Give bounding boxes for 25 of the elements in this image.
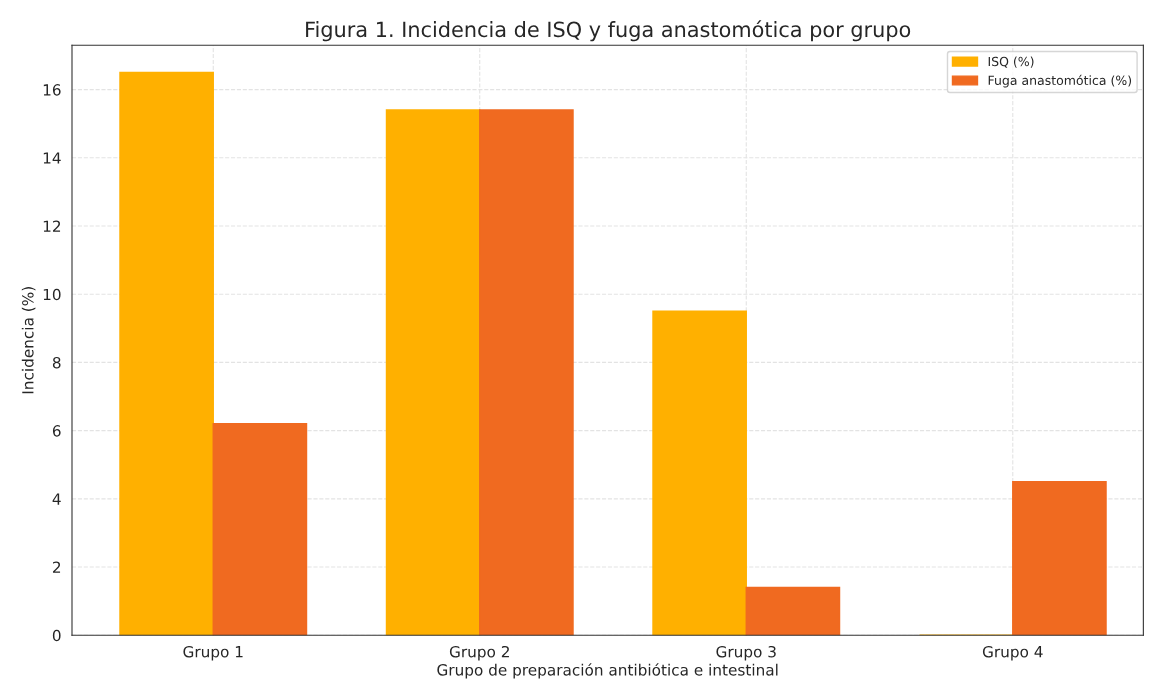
legend-label: ISQ (%) xyxy=(988,56,1034,68)
bar xyxy=(1012,481,1107,636)
y-tick-label: 8 xyxy=(52,356,61,369)
x-tick-label: Grupo 1 xyxy=(183,645,243,661)
y-tick-label: 16 xyxy=(43,84,61,96)
y-tick-label: 4 xyxy=(52,493,61,505)
legend-label: Fuga anastomótica (%) xyxy=(988,74,1132,88)
bar xyxy=(119,71,214,636)
chart-title: Figura 1. Incidencia de ISQ y fuga anastomótica por grupo xyxy=(306,20,911,42)
y-tick-label: 6 xyxy=(52,425,61,437)
y-tick-label: 10 xyxy=(43,288,61,301)
y-axis-title: Incidencia (%) xyxy=(21,287,36,394)
y-tick-label: 2 xyxy=(52,561,61,573)
bar xyxy=(212,423,308,636)
x-axis-title: Grupo de preparación antibiótica e intestinal xyxy=(437,663,778,679)
x-tick-label: Grupo 4 xyxy=(982,645,1043,661)
y-tick-label: 0 xyxy=(52,629,61,642)
bar xyxy=(385,109,481,636)
bar xyxy=(745,586,841,636)
y-tick-label: 12 xyxy=(43,220,61,232)
bar xyxy=(652,310,747,636)
x-tick-label: Grupo 3 xyxy=(716,645,776,661)
bar xyxy=(479,109,574,636)
x-tick-label: Grupo 2 xyxy=(449,645,509,661)
y-tick-label: 14 xyxy=(43,152,61,164)
